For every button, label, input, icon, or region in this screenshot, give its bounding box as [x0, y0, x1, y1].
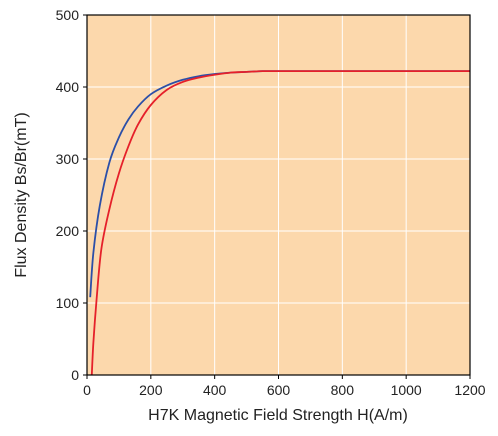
y-axis-label: Flux Density Bs/Br(mT): [13, 112, 30, 277]
y-tick-label: 400: [56, 79, 80, 95]
x-tick-label: 0: [83, 382, 91, 398]
x-axis-label: H7K Magnetic Field Strength H(A/m): [148, 407, 408, 424]
y-tick-label: 500: [56, 7, 80, 23]
grid-lines: [87, 15, 470, 375]
y-tick-label: 300: [56, 151, 80, 167]
x-axis-ticks: 0 200 400 600 800 1000 1200: [83, 375, 486, 398]
x-tick-label: 600: [267, 382, 291, 398]
series-line-2: [90, 70, 471, 376]
x-tick-label: 1000: [391, 382, 422, 398]
y-tick-label: 100: [56, 295, 80, 311]
y-tick-label: 200: [56, 223, 80, 239]
data-series: [89, 70, 471, 376]
x-tick-label: 400: [203, 382, 227, 398]
x-tick-label: 800: [331, 382, 355, 398]
y-axis-ticks: 0 100 200 300 400 500: [56, 7, 87, 383]
x-tick-label: 1200: [454, 382, 485, 398]
y-tick-label: 0: [71, 367, 79, 383]
x-tick-label: 200: [139, 382, 163, 398]
